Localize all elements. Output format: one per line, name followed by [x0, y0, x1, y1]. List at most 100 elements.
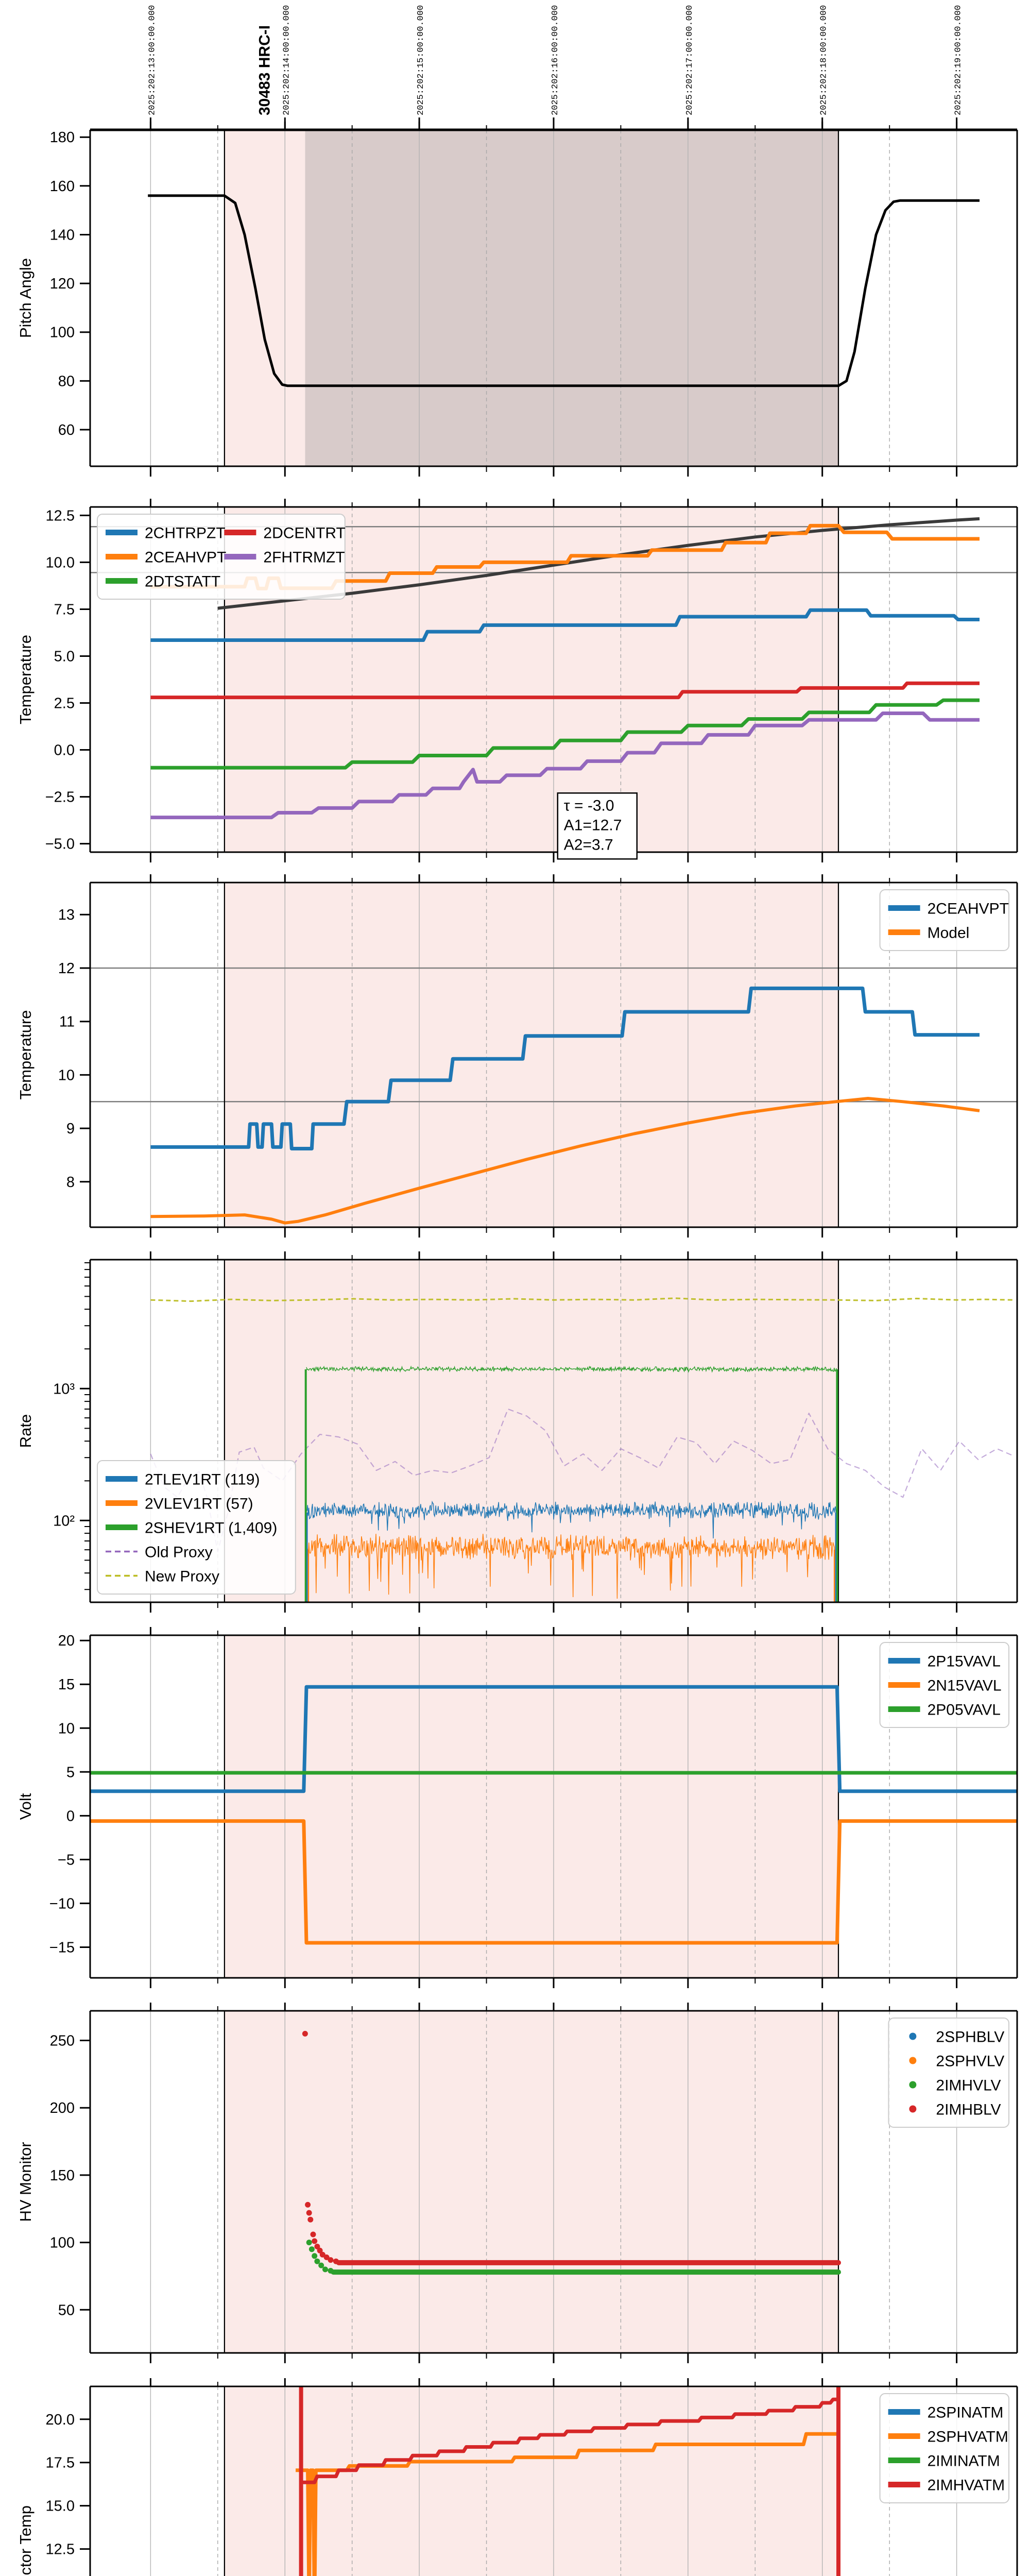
- point-2IMHBLV: [302, 2030, 308, 2037]
- point-2IMHBLV: [333, 2258, 339, 2264]
- panel-hv_monitor: 250 200 150 100 50 HV Monitor 2SPHBLV 2SPHVLV 2I…: [16, 2003, 1018, 2363]
- svg-text:2025:202:19:00:00.000: 2025:202:19:00:00.000: [954, 5, 964, 115]
- svg-text:2025:202:18:00:00.000: 2025:202:18:00:00.000: [819, 5, 829, 115]
- svg-text:−10: −10: [49, 1895, 75, 1912]
- legend-rate: 2TLEV1RT (119) 2VLEV1RT (57) 2SHEV1RT (1,4…: [97, 1460, 296, 1595]
- svg-text:τ = -3.0: τ = -3.0: [564, 797, 614, 814]
- point-2IMHVLV: [318, 2262, 324, 2268]
- svg-text:15.0: 15.0: [46, 2498, 75, 2515]
- svg-text:2SHEV1RT (1,409): 2SHEV1RT (1,409): [145, 1519, 277, 1536]
- svg-text:2025:202:17:00:00.000: 2025:202:17:00:00.000: [685, 5, 695, 115]
- svg-text:A2=3.7: A2=3.7: [564, 836, 613, 853]
- svg-text:2DTSTATT: 2DTSTATT: [145, 573, 220, 590]
- svg-text:2TLEV1RT (119): 2TLEV1RT (119): [145, 1471, 260, 1488]
- svg-text:2CEAHVPT: 2CEAHVPT: [928, 900, 1009, 917]
- svg-text:13: 13: [58, 907, 75, 923]
- series-2CHTRPZT: [150, 608, 980, 642]
- svg-text:12: 12: [58, 960, 75, 977]
- svg-text:2VLEV1RT (57): 2VLEV1RT (57): [145, 1495, 253, 1512]
- point-2IMHBLV: [317, 2247, 323, 2253]
- point-2IMHVLV: [306, 2240, 312, 2246]
- series-Old Proxy: [150, 1408, 1014, 1552]
- point-2IMHBLV: [319, 2251, 325, 2258]
- svg-text:10.0: 10.0: [46, 554, 75, 571]
- svg-text:2CHTRPZT: 2CHTRPZT: [145, 524, 226, 541]
- point-2IMHVLV: [308, 2246, 315, 2252]
- svg-text:30483 HRC-I: 30483 HRC-I: [256, 25, 273, 115]
- svg-text:−5: −5: [58, 1852, 75, 1868]
- svg-text:2SPINATM: 2SPINATM: [928, 2404, 1004, 2421]
- svg-text:17.5: 17.5: [46, 2455, 75, 2471]
- svg-text:Temperature: Temperature: [16, 635, 35, 724]
- point-2IMHBLV: [323, 2254, 330, 2260]
- series-New Proxy: [150, 1297, 1014, 1302]
- svg-text:2IMHVLV: 2IMHVLV: [936, 2077, 1001, 2094]
- series-2N15VAVL: [90, 1819, 1017, 1945]
- svg-text:50: 50: [58, 2302, 75, 2318]
- panel-cea_temp: 8 9 10 11 12 13 Temperature 2CEAHVPT Model: [16, 874, 1018, 1238]
- point-2IMHVLV: [314, 2258, 320, 2264]
- svg-text:5.0: 5.0: [54, 649, 75, 665]
- svg-text:2P15VAVL: 2P15VAVL: [928, 1653, 1001, 1670]
- svg-text:2DCENTRT: 2DCENTRT: [263, 524, 345, 541]
- svg-text:180: 180: [50, 129, 75, 146]
- svg-text:−5.0: −5.0: [45, 836, 75, 853]
- point-2IMHVLV: [328, 2268, 334, 2274]
- svg-text:Temperature: Temperature: [16, 1010, 35, 1099]
- svg-text:60: 60: [58, 422, 75, 438]
- svg-text:2FHTRMZT: 2FHTRMZT: [263, 549, 345, 566]
- svg-text:Pitch Angle: Pitch Angle: [16, 258, 35, 338]
- svg-text:Detector Temp: Detector Temp: [16, 2505, 35, 2576]
- legend-temps: 2CHTRPZT 2DCENTRT 2CEAHVPT 2FHTRMZT 2DTSTATT: [97, 514, 346, 600]
- point-2IMHBLV: [306, 2210, 312, 2216]
- series-Model: [150, 1097, 980, 1225]
- panel-volt: 20 15 10 5 0 −5 −10 −15 Volt 2P15VAVL 2N15VAVL 2P05…: [16, 1627, 1018, 1988]
- panel-pitch: 60 80 100 120 140 160 180 Pitch Angle: [16, 122, 1018, 477]
- svg-text:140: 140: [50, 227, 75, 244]
- svg-text:2SPHVATM: 2SPHVATM: [928, 2428, 1008, 2445]
- series-2DCENTRT: [150, 681, 980, 700]
- series-2VLEV1RT: [306, 1534, 837, 1599]
- svg-text:2025:202:15:00:00.000: 2025:202:15:00:00.000: [416, 5, 426, 115]
- svg-text:2.5: 2.5: [54, 696, 75, 712]
- svg-text:Old Proxy: Old Proxy: [145, 1544, 213, 1561]
- svg-text:100: 100: [50, 325, 75, 341]
- svg-text:2IMHVATM: 2IMHVATM: [928, 2477, 1005, 2494]
- svg-text:10: 10: [58, 1067, 75, 1083]
- svg-text:2IMHBLV: 2IMHBLV: [936, 2101, 1001, 2118]
- svg-text:20.0: 20.0: [46, 2412, 75, 2428]
- svg-text:0: 0: [66, 1808, 75, 1824]
- point-2IMHBLV: [314, 2244, 320, 2249]
- series-2IMHVATM: [301, 2397, 838, 2484]
- svg-text:0.0: 0.0: [54, 742, 75, 759]
- svg-text:Rate: Rate: [16, 1414, 35, 1448]
- legend-cea_temp: 2CEAHVPT Model: [879, 889, 1009, 951]
- svg-text:Volt: Volt: [16, 1793, 35, 1820]
- svg-text:8: 8: [66, 1174, 75, 1191]
- svg-text:7.5: 7.5: [54, 602, 75, 618]
- series-2TLEV1RT: [306, 1500, 837, 1539]
- svg-text:2P05VAVL: 2P05VAVL: [928, 1701, 1001, 1718]
- svg-text:160: 160: [50, 178, 75, 195]
- svg-text:9: 9: [66, 1121, 75, 1137]
- svg-text:120: 120: [50, 276, 75, 292]
- svg-text:−2.5: −2.5: [45, 789, 75, 806]
- fit-annotation-box: [557, 792, 638, 860]
- panel-temps: 12.5 10.0 7.5 5.0 2.5 0.0 −2.5 −5.0 Temperature τ…: [16, 499, 1018, 862]
- svg-text:2CEAHVPT: 2CEAHVPT: [145, 549, 226, 566]
- svg-text:5: 5: [66, 1764, 75, 1781]
- point-2IMHBLV: [305, 2201, 311, 2208]
- svg-text:15: 15: [58, 1676, 75, 1693]
- point-2IMHBLV: [307, 2216, 314, 2223]
- svg-text:100: 100: [50, 2235, 75, 2251]
- svg-text:2SPHVLV: 2SPHVLV: [936, 2053, 1004, 2070]
- point-2IMHVLV: [312, 2253, 318, 2259]
- svg-text:2SPHBLV: 2SPHBLV: [936, 2028, 1004, 2045]
- point-2IMHBLV: [328, 2257, 334, 2263]
- series-2DTSTATT: [150, 698, 980, 770]
- svg-text:2N15VAVL: 2N15VAVL: [928, 1677, 1002, 1694]
- point-2IMHBLV: [310, 2231, 316, 2238]
- series-2P15VAVL: [90, 1685, 1017, 1793]
